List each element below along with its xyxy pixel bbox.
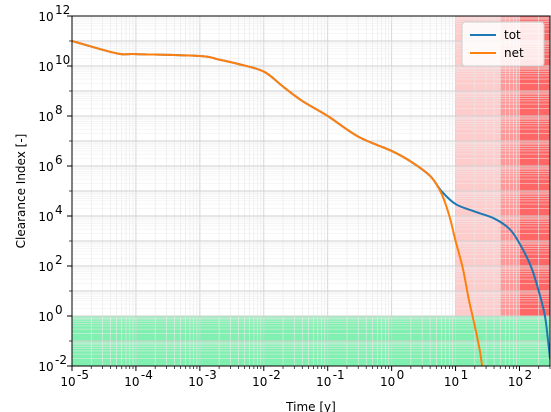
x-tick-exponent: -1 [333,368,345,382]
y-tick-exponent: 6 [55,153,63,167]
y-tick-exponent: 4 [55,203,63,217]
y-tick-label: 10 [38,260,53,274]
x-tick-exponent: 0 [397,368,405,382]
x-tick-exponent: -4 [141,368,153,382]
legend-box [461,21,545,67]
y-tick-label: 10 [38,360,53,374]
legend: tot net [461,21,545,67]
y-tick-exponent: -2 [55,353,67,367]
series-line-net [72,40,484,366]
x-axis: 10 -5 10 -4 10 -3 10 -2 10 -1 10 0 10 1 10 2 [60,366,551,389]
y-tick-label: 10 [38,310,53,324]
x-tick-exponent: -3 [205,368,217,382]
y-tick-exponent: 8 [55,103,63,117]
x-tick-exponent: 1 [461,368,469,382]
x-tick-label: 10 [124,375,139,389]
legend-label-net: net [504,46,524,60]
x-tick-exponent: -2 [269,368,281,382]
x-tick-label: 10 [444,375,459,389]
y-tick-label: 10 [38,60,53,74]
y-tick-exponent: 12 [55,3,70,17]
x-tick-label: 10 [188,375,203,389]
x-tick-label: 10 [508,375,523,389]
series-lines [72,40,550,366]
x-tick-label: 10 [380,375,395,389]
y-tick-label: 10 [38,10,53,24]
x-tick-label: 10 [252,375,267,389]
legend-label-tot: tot [504,28,521,42]
y-tick-exponent: 2 [55,253,63,267]
y-tick-label: 10 [38,160,53,174]
y-axis-title: Clearance Index [-] [14,134,28,249]
y-tick-label: 10 [38,110,53,124]
x-axis-title: Time [y] [285,400,336,412]
y-tick-exponent: 0 [55,303,63,317]
y-tick-exponent: 10 [55,53,70,67]
x-tick-label: 10 [316,375,331,389]
x-tick-label: 10 [60,375,75,389]
y-tick-label: 10 [38,210,53,224]
x-tick-exponent: -5 [77,368,89,382]
x-tick-exponent: 2 [524,368,532,382]
